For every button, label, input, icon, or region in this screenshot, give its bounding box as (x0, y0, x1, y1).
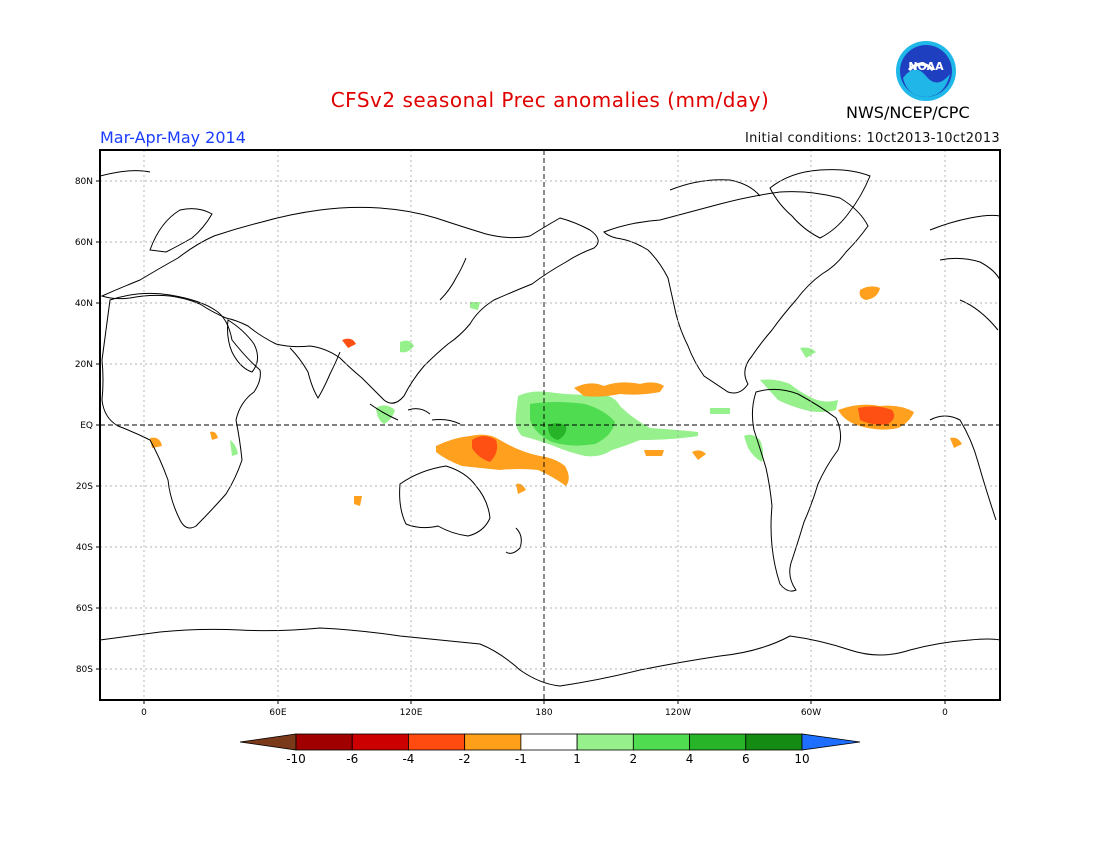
colorbar-box (295, 733, 353, 751)
colorbar-box (520, 733, 578, 751)
colorbar-label: -10 (286, 752, 306, 766)
colorbar-box (576, 733, 634, 751)
lat-label-80n: 80N (75, 177, 93, 187)
colorbar-box (745, 733, 803, 751)
colorbar-label: 1 (573, 752, 581, 766)
colorbar-label: 4 (686, 752, 694, 766)
lat-label-80s: 80S (76, 665, 93, 675)
agency-label: NWS/NCEP/CPC (846, 103, 970, 122)
lon-label-0-west: 0 (141, 708, 147, 718)
colorbar-label: -6 (346, 752, 358, 766)
continent-greenland (769, 169, 871, 239)
initial-conditions-label: Initial conditions: 10ct2013-10ct2013 (744, 131, 1000, 146)
continent-eurasia (100, 206, 599, 404)
continent-australia (399, 465, 491, 537)
colorbar-arrow-high (801, 733, 861, 751)
continent-indonesia (369, 403, 461, 425)
colorbar-label: -1 (515, 752, 527, 766)
continent-south-america (751, 388, 842, 592)
continent-antarctica (99, 627, 1001, 687)
colorbar-box (351, 733, 409, 751)
latitude-axis: 80N 60N 40N 20N EQ 20S 40S 60S 80S (75, 177, 100, 675)
continent-scandinavia (149, 208, 213, 253)
continent-new-zealand (505, 527, 522, 554)
lat-label-20s: 20S (76, 482, 93, 492)
noaa-logo-text: NOAA (908, 60, 944, 73)
colorbar-label: -2 (459, 752, 471, 766)
lon-label-0-east: 0 (942, 708, 948, 718)
noaa-logo-icon: NOAA (896, 41, 956, 101)
continent-north-america (603, 191, 869, 394)
colorbar-box (689, 733, 747, 751)
colorbar-label: 10 (794, 752, 809, 766)
continent-arabia (227, 319, 258, 373)
dry-anomaly-region (150, 286, 962, 506)
colorbar-box (408, 733, 466, 751)
colorbar-label: -4 (402, 752, 414, 766)
lat-label-60s: 60S (76, 604, 93, 614)
lon-label-120w: 120W (665, 708, 691, 718)
lat-label-eq: EQ (80, 421, 93, 431)
colorbar-arrow-low (239, 733, 297, 751)
lat-label-20n: 20N (75, 360, 93, 370)
colorbar-box (464, 733, 522, 751)
continent-japan (439, 257, 467, 301)
map-title: CFSv2 seasonal Prec anomalies (mm/day) (330, 88, 770, 112)
longitude-axis: 0 60E 120E 180 120W 60W 0 (141, 700, 948, 718)
lon-label-60e: 60E (269, 708, 286, 718)
season-label: Mar-Apr-May 2014 (100, 128, 246, 147)
colorbar-label: 6 (742, 752, 750, 766)
continent-india (289, 347, 341, 399)
colorbar-box (632, 733, 690, 751)
lat-label-40n: 40N (75, 299, 93, 309)
colorbar-label: 2 (630, 752, 638, 766)
continent-africa (101, 292, 261, 529)
lat-label-60n: 60N (75, 238, 93, 248)
lon-label-60w: 60W (801, 708, 821, 718)
lat-label-40s: 40S (76, 543, 93, 553)
colorbar: -10 -6 -4 -2 -1 1 2 4 6 10 (239, 733, 861, 766)
continent-arctic-islands (99, 170, 761, 197)
lon-label-120e: 120E (400, 708, 423, 718)
continent-europe-wrap (929, 214, 1001, 331)
lon-label-180: 180 (535, 708, 552, 718)
wet-anomaly-region (230, 302, 838, 462)
